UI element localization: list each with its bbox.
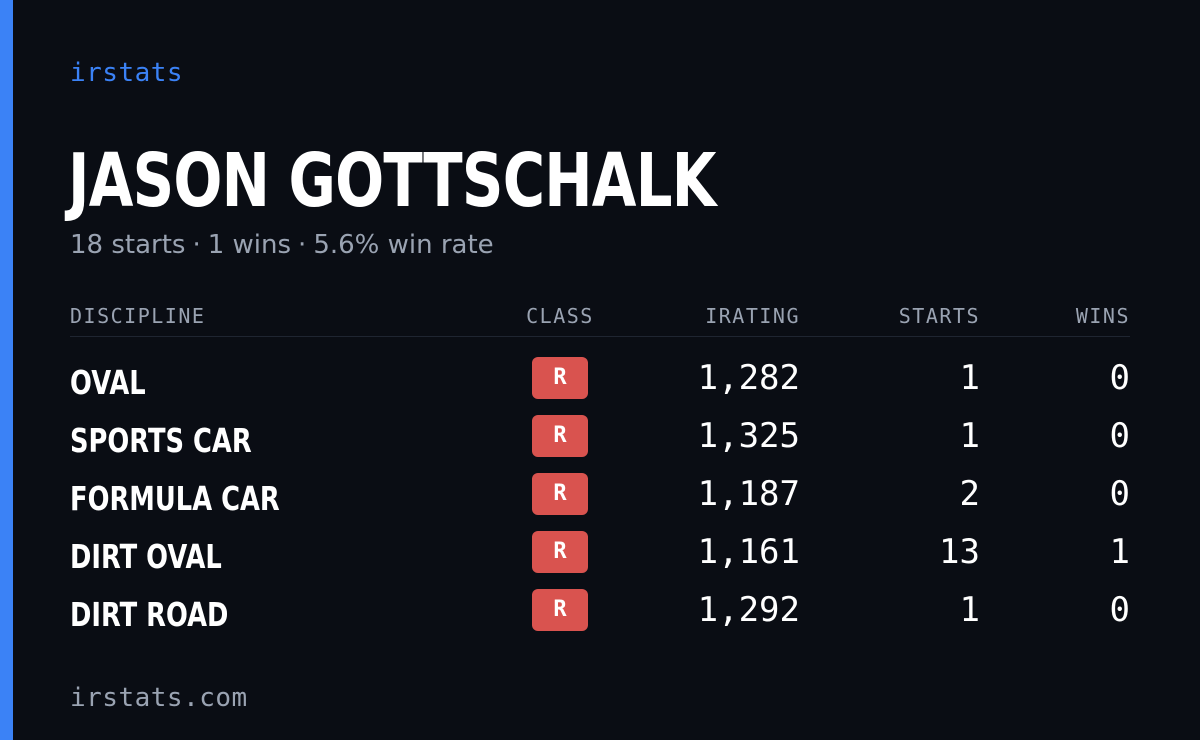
license-class-badge: R: [532, 531, 588, 573]
irating-value: 1,187: [697, 474, 800, 514]
table-row: SPORTS CAR R 1,325 1 0: [70, 407, 1130, 465]
discipline-stats-table: DISCIPLINE CLASS IRATING STARTS WINS OVA…: [70, 296, 1130, 639]
discipline-name: SPORTS CAR: [70, 420, 252, 460]
discipline-name: OVAL: [70, 362, 146, 402]
wins-value: 0: [1109, 416, 1130, 456]
discipline-name: DIRT OVAL: [70, 536, 222, 576]
license-class-badge: R: [532, 357, 588, 399]
summary-win-rate: 5.6% win rate: [313, 230, 494, 260]
license-class-badge: R: [532, 473, 588, 515]
table-row: OVAL R 1,282 1 0: [70, 337, 1130, 408]
starts-value: 13: [939, 532, 980, 572]
summary-separator: ·: [192, 230, 201, 260]
summary-separator: ·: [298, 230, 307, 260]
brand-logo-text[interactable]: irstats: [70, 58, 184, 88]
wins-value: 0: [1109, 590, 1130, 630]
footer-url-link[interactable]: irstats.com: [70, 683, 248, 713]
header-starts: STARTS: [800, 296, 980, 337]
irating-value: 1,282: [697, 358, 800, 398]
irating-value: 1,325: [697, 416, 800, 456]
table-row: FORMULA CAR R 1,187 2 0: [70, 465, 1130, 523]
license-class-badge: R: [532, 589, 588, 631]
header-class: CLASS: [510, 296, 610, 337]
irating-value: 1,292: [697, 590, 800, 630]
wins-value: 0: [1109, 358, 1130, 398]
player-name: JASON GOTTSCHALK: [68, 138, 716, 224]
starts-value: 1: [959, 416, 980, 456]
accent-bar: [0, 0, 13, 740]
wins-value: 1: [1109, 532, 1130, 572]
table-row: DIRT ROAD R 1,292 1 0: [70, 581, 1130, 639]
header-irating: IRATING: [610, 296, 800, 337]
summary-starts: 18 starts: [70, 230, 186, 260]
starts-value: 2: [959, 474, 980, 514]
player-summary: 18 starts · 1 wins · 5.6% win rate: [70, 228, 494, 262]
wins-value: 0: [1109, 474, 1130, 514]
discipline-name: FORMULA CAR: [70, 478, 280, 518]
table-header-row: DISCIPLINE CLASS IRATING STARTS WINS: [70, 296, 1130, 337]
table-header: DISCIPLINE CLASS IRATING STARTS WINS: [70, 296, 1130, 337]
irating-value: 1,161: [697, 532, 800, 572]
table-row: DIRT OVAL R 1,161 13 1: [70, 523, 1130, 581]
header-discipline: DISCIPLINE: [70, 296, 510, 337]
summary-wins: 1 wins: [207, 230, 292, 260]
table-body: OVAL R 1,282 1 0 SPORTS CAR R 1,325 1 0 …: [70, 337, 1130, 640]
header-wins: WINS: [980, 296, 1130, 337]
license-class-badge: R: [532, 415, 588, 457]
discipline-name: DIRT ROAD: [70, 594, 229, 634]
starts-value: 1: [959, 590, 980, 630]
starts-value: 1: [959, 358, 980, 398]
